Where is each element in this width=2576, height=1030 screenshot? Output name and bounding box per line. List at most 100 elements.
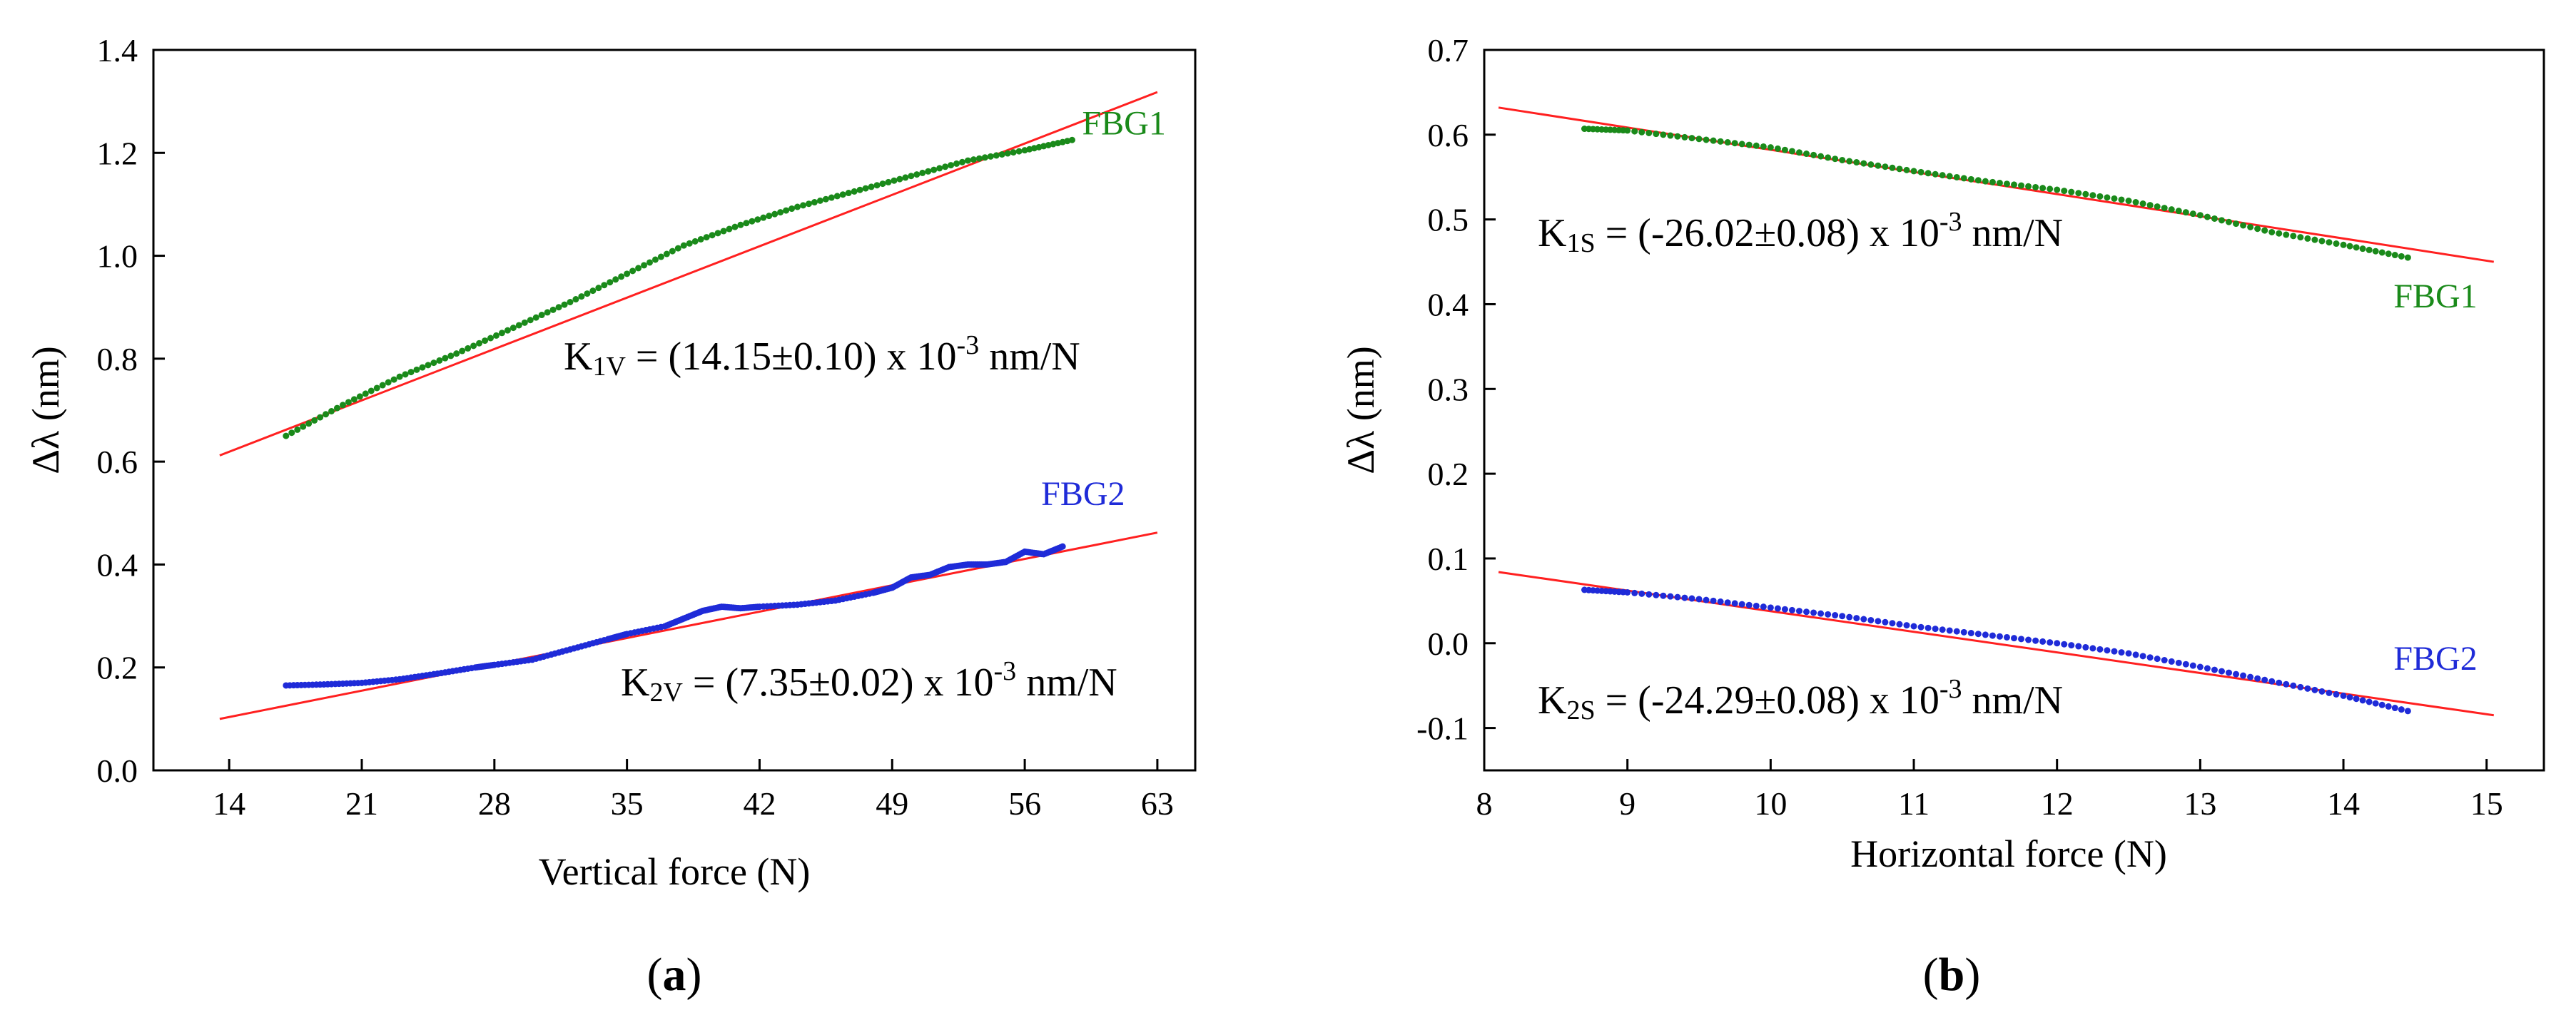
data-point (515, 322, 522, 329)
data-point (1939, 626, 1946, 633)
data-point (476, 340, 483, 347)
data-point (1996, 180, 2003, 187)
data-point (885, 178, 892, 185)
data-point (1767, 604, 1774, 611)
data-point (1717, 598, 1724, 606)
data-point (1925, 170, 1932, 177)
data-point (2233, 670, 2240, 678)
data-point (2175, 208, 2182, 215)
data-point (749, 218, 756, 225)
data-point (350, 396, 358, 403)
data-point (1653, 591, 1660, 598)
data-point (1068, 136, 1075, 143)
plot-frame-a (152, 49, 1197, 772)
data-point (1896, 621, 1903, 628)
data-point (589, 287, 597, 295)
data-point (1667, 593, 1674, 600)
data-point (2391, 252, 2398, 259)
data-point (2226, 669, 2233, 676)
data-point (1795, 608, 1802, 615)
data-point (731, 223, 739, 230)
data-point (1889, 620, 1896, 627)
data-point (572, 296, 579, 303)
x-axis-title-b: Horizontal force (N) (1850, 832, 2167, 875)
data-point (930, 166, 938, 173)
data-point (641, 262, 648, 269)
ticks-b: 8 9 10 11 12 13 14 15 -0.1 0.0 0.1 0.2 0.3 0.4 0.5 0.6 0… (1416, 32, 2503, 822)
data-point (1982, 631, 1989, 638)
data-point (674, 245, 681, 252)
data-point (2111, 648, 2118, 655)
data-point (521, 319, 528, 326)
data-point (430, 360, 437, 367)
data-point (2359, 245, 2366, 253)
data-point (2218, 217, 2225, 224)
x-tick-label: 63 (1141, 785, 1174, 822)
data-point (1960, 175, 1967, 182)
data-point (737, 221, 744, 228)
data-point (1882, 618, 1889, 626)
data-point (1982, 178, 1989, 185)
data-point (2378, 701, 2385, 708)
data-point (1889, 164, 1896, 171)
data-point (1646, 591, 1653, 598)
data-point (1946, 627, 1953, 634)
data-point (2075, 190, 2082, 197)
data-point (1624, 127, 1631, 134)
data-point (1695, 596, 1703, 603)
data-point (2104, 647, 2111, 654)
data-point (396, 373, 403, 380)
data-point (1745, 601, 1753, 608)
series-label: FBG1 (2393, 277, 2477, 315)
data-point (1631, 128, 1638, 135)
data-point (624, 270, 631, 277)
data-point (691, 238, 699, 245)
data-points-a (283, 136, 1075, 689)
data-point (975, 155, 983, 162)
data-point (816, 197, 823, 204)
y-tick-label: 0.0 (1428, 626, 1469, 662)
fit-line (219, 91, 1158, 457)
data-point (1853, 159, 1860, 166)
x-tick-label: 28 (478, 785, 511, 822)
data-point (2297, 683, 2304, 690)
data-point (777, 209, 784, 216)
fit-lines-b (1498, 106, 2494, 717)
data-point (413, 366, 420, 373)
data-point (1688, 135, 1695, 142)
data-point (345, 399, 352, 406)
data-point (465, 345, 472, 352)
data-point (2154, 656, 2161, 663)
y-tick-label: 1.0 (97, 238, 138, 275)
data-point (1674, 593, 1681, 601)
data-point (1803, 608, 1810, 616)
data-point (1967, 175, 1974, 183)
data-point (578, 293, 585, 300)
panel-b: 8 9 10 11 12 13 14 15 -0.1 0.0 0.1 0.2 0.3 0.4 0.5 0.6 0… (1339, 32, 2545, 1001)
data-point (964, 157, 971, 164)
data-point (925, 168, 932, 175)
data-point (651, 256, 659, 263)
data-point (908, 173, 915, 180)
data-point (1853, 615, 1860, 622)
data-point (942, 163, 949, 170)
data-point (1896, 165, 1903, 173)
data-point (549, 306, 557, 313)
data-point (2311, 686, 2318, 693)
data-point (2297, 234, 2304, 241)
data-point (851, 188, 858, 195)
data-point (459, 347, 466, 355)
data-point (2391, 705, 2398, 712)
data-point (2003, 180, 2010, 188)
x-tick-label: 14 (2327, 785, 2360, 822)
data-point (697, 235, 704, 243)
data-point (1910, 168, 1917, 175)
y-tick-label: 0.6 (97, 444, 138, 480)
data-point (2146, 654, 2154, 661)
data-point (1810, 609, 1817, 616)
data-point (896, 175, 903, 183)
data-point (1688, 595, 1695, 602)
data-point (2204, 665, 2211, 672)
data-point (953, 160, 960, 167)
data-point (1674, 133, 1681, 140)
